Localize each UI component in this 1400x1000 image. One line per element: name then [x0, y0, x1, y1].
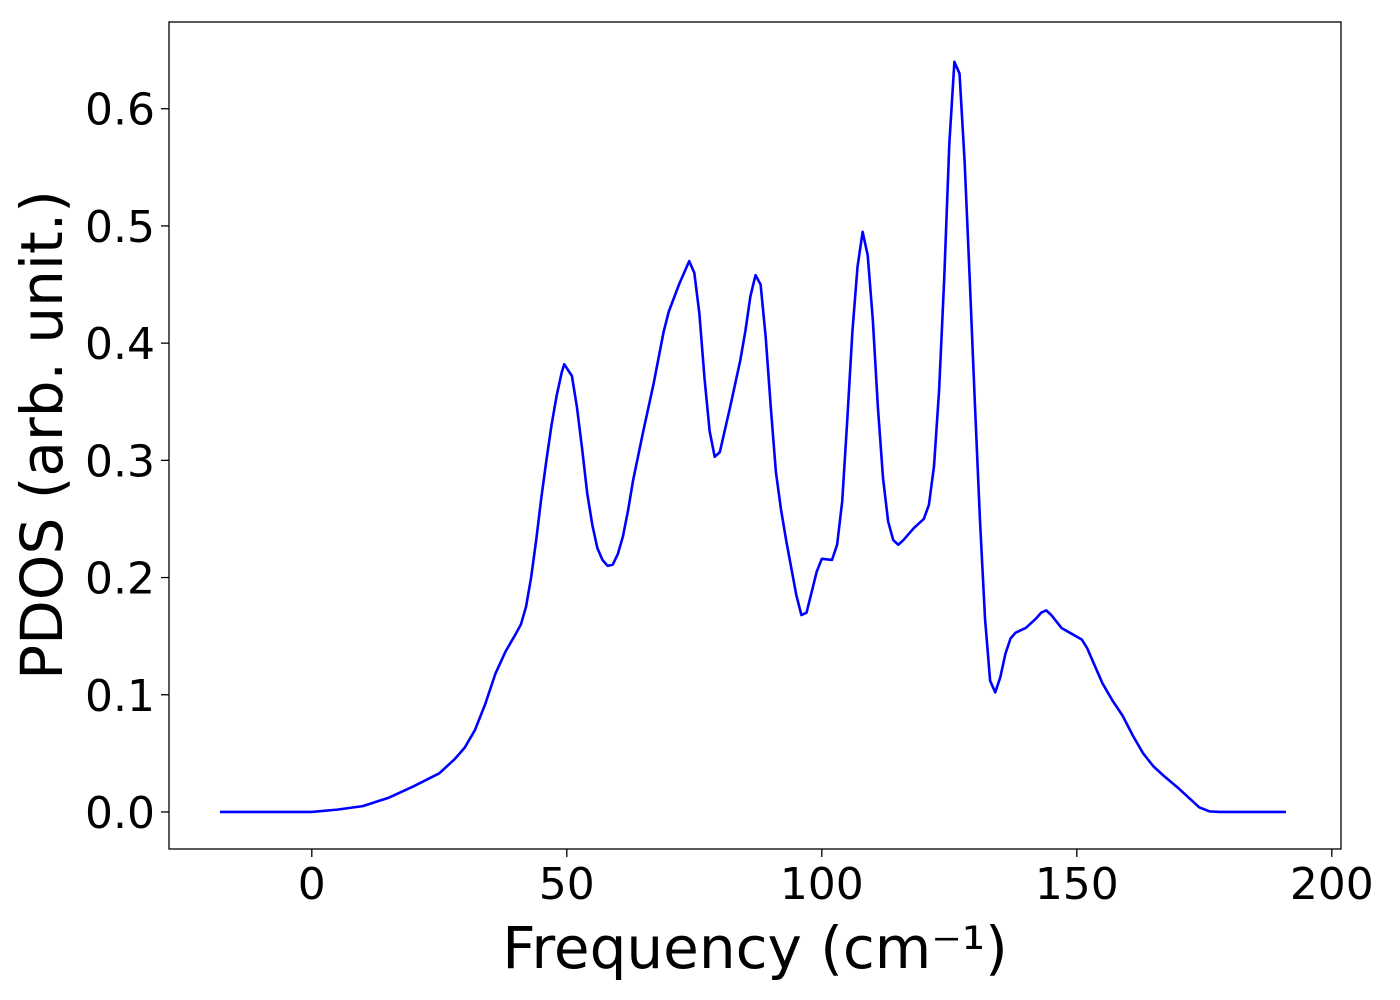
y-tick-label: 0.3 — [85, 436, 155, 487]
y-axis-label: PDOS (arb. unit.) — [8, 190, 76, 680]
y-tick-label: 0.2 — [85, 554, 155, 605]
x-tick-label: 0 — [298, 859, 326, 910]
y-tick-label: 0.5 — [85, 202, 155, 253]
data-line — [220, 60, 1286, 814]
x-tick-label: 150 — [1035, 859, 1119, 910]
x-tick-label: 100 — [780, 859, 864, 910]
y-tick-label: 0.1 — [85, 671, 155, 722]
x-axis-label: Frequency (cm⁻¹) — [502, 914, 1008, 982]
y-tick-label: 0.6 — [85, 85, 155, 136]
y-tick-label: 0.0 — [85, 788, 155, 839]
y-tick-label: 0.4 — [85, 319, 155, 370]
plot-frame — [168, 21, 1342, 850]
x-tick-label: 200 — [1290, 859, 1374, 910]
x-tick-label: 50 — [539, 859, 595, 910]
